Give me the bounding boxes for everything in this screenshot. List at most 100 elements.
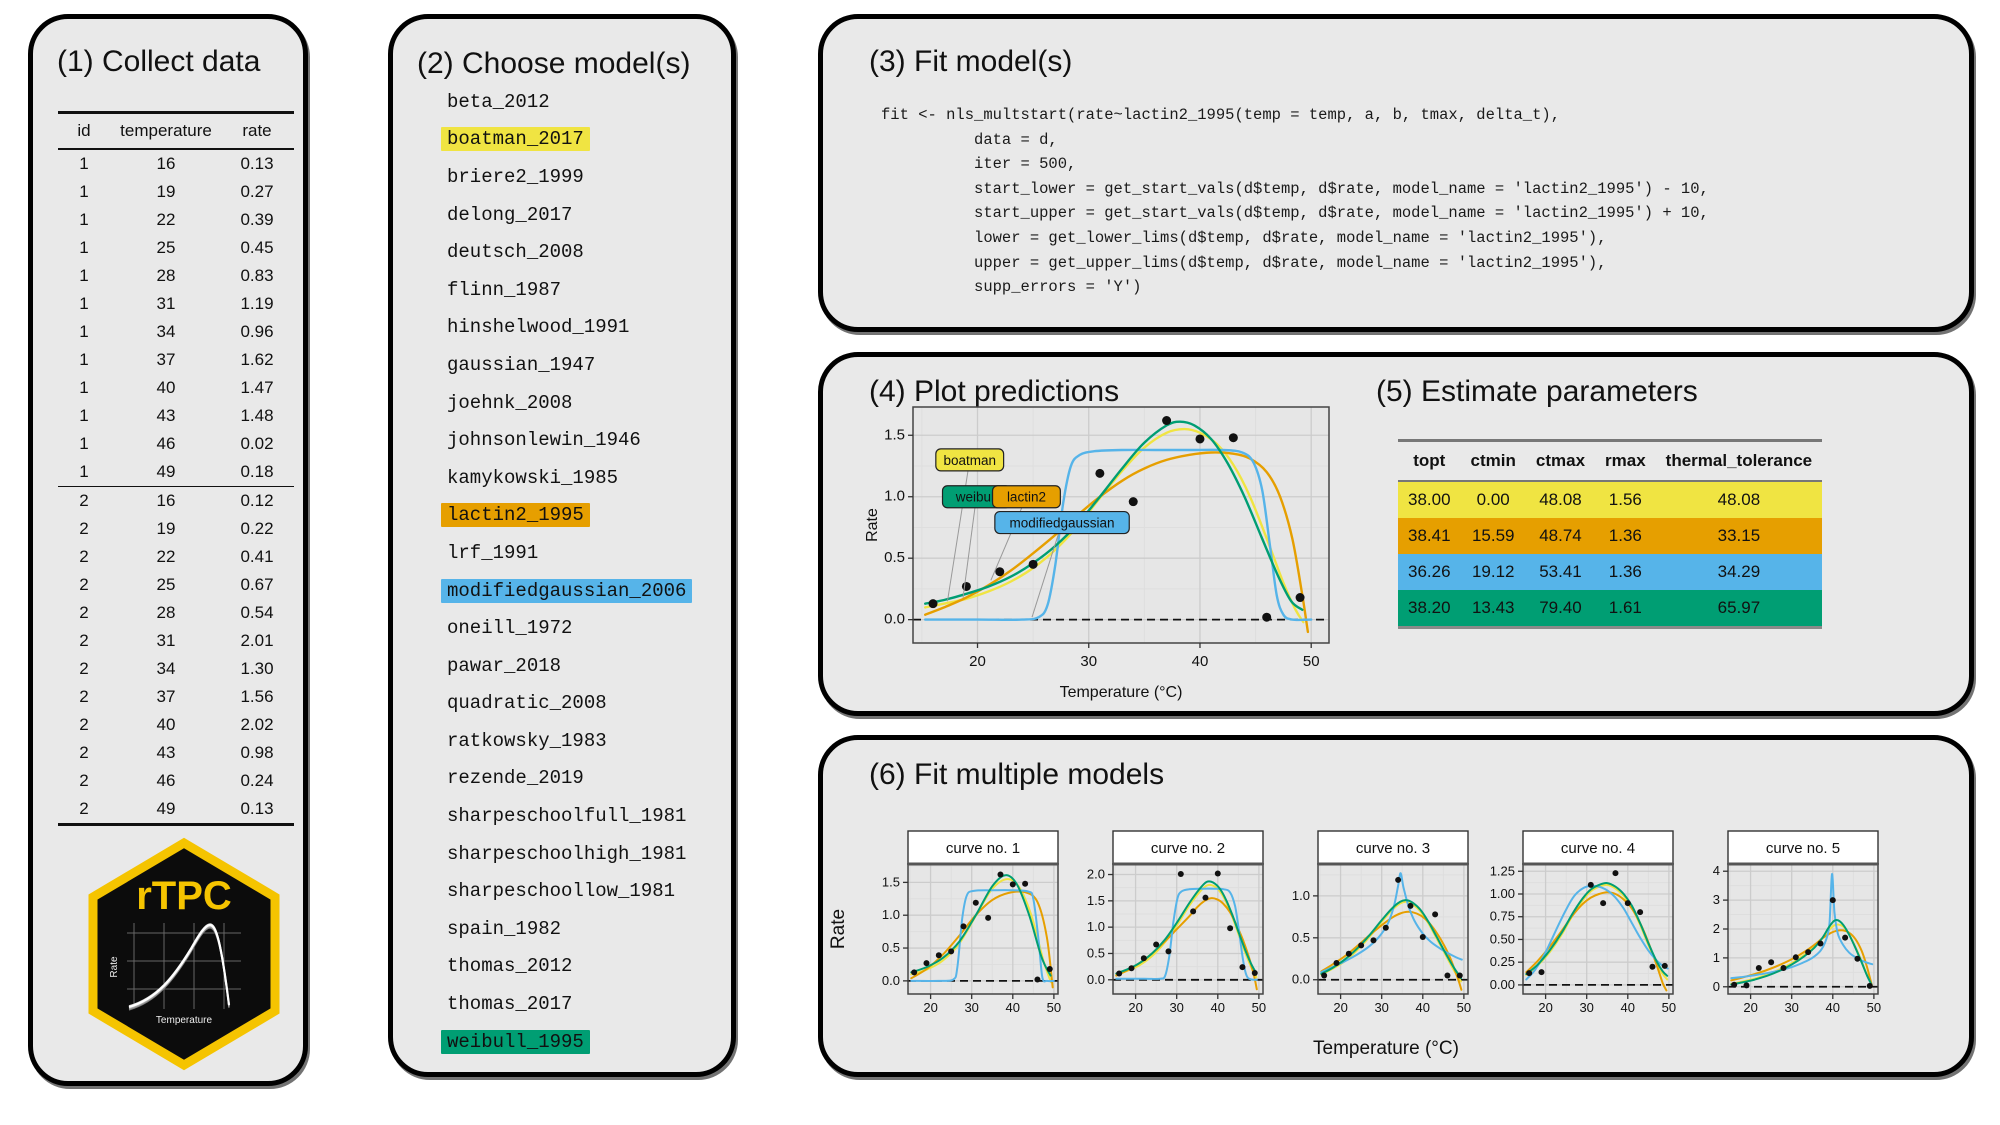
facet-chart-1: 20 30 40 50 0.0 0.5 1.0 1.5 curve no. 1 <box>861 828 1066 1038</box>
parameter-cell: 65.97 <box>1655 590 1823 629</box>
model-list-item: quadratic_2008 <box>441 685 692 723</box>
parameter-cell: 38.20 <box>1398 590 1461 629</box>
data-point <box>1095 468 1105 478</box>
parameter-header-cell: topt <box>1398 439 1461 482</box>
table-cell: 0.27 <box>240 182 274 201</box>
table-cell: 1 <box>79 322 89 341</box>
svg-text:1: 1 <box>1713 950 1720 965</box>
table-row: 2 43 0.98 <box>58 739 294 767</box>
svg-text:20: 20 <box>1538 1000 1552 1015</box>
model-list-item: sharpeschoollow_1981 <box>441 872 692 910</box>
facets-x-axis-label: Temperature (°C) <box>1313 1038 1459 1059</box>
curve-lactin2 <box>1320 910 1463 991</box>
table-cell: 0.41 <box>240 547 274 566</box>
curve-modifiedgaussian <box>910 889 1055 983</box>
data-point <box>948 948 955 955</box>
svg-text:0.5: 0.5 <box>882 940 900 955</box>
data-point <box>935 952 942 959</box>
data-point <box>1612 870 1619 877</box>
table-cell: 0.67 <box>240 575 274 594</box>
svg-text:0.5: 0.5 <box>1087 945 1105 960</box>
data-point <box>1624 900 1631 907</box>
table-row: 2 46 0.24 <box>58 767 294 795</box>
model-list-item: oneill_1972 <box>441 609 692 647</box>
svg-text:0.50: 0.50 <box>1490 931 1515 946</box>
data-table: id temperature rate 1 16 0.13 1 19 0.27 1 22 0.39 1 2… <box>58 111 294 826</box>
model-name: hinshelwood_1991 <box>447 316 630 339</box>
model-name: beta_2012 <box>447 90 550 113</box>
svg-text:30: 30 <box>1784 1000 1798 1015</box>
table-cell: 1.19 <box>240 294 274 313</box>
table-cell: 34 <box>156 322 176 341</box>
parameter-cell: 38.00 <box>1408 490 1451 509</box>
table-row: 2 16 0.12 <box>58 487 294 515</box>
column-header: id <box>77 121 91 140</box>
table-cell: 0.22 <box>240 519 274 538</box>
code-line: data = d, <box>881 130 1058 149</box>
column-header: temperature <box>120 121 212 140</box>
table-cell: 34 <box>156 659 176 678</box>
svg-text:40: 40 <box>1192 653 1209 670</box>
curve-boatman <box>910 878 1052 984</box>
model-name: quadratic_2008 <box>447 692 607 715</box>
data-point <box>1128 497 1138 507</box>
table-cell: 43 <box>156 743 176 762</box>
parameter-cell: 0.00 <box>1476 490 1510 509</box>
svg-text:boatman: boatman <box>943 453 996 468</box>
code-line: upper = get_upper_lims(d$temp, d$rate, m… <box>881 253 1607 272</box>
data-point <box>1046 966 1053 973</box>
data-point <box>1817 940 1824 947</box>
data-point <box>1731 981 1738 988</box>
parameter-row: 38.00 0.00 48.08 1.56 48.08 <box>1398 481 1823 518</box>
table-cell: 2 <box>79 491 89 510</box>
parameter-header-cell: rmax <box>1595 439 1656 482</box>
svg-text:30: 30 <box>964 1000 978 1015</box>
model-list-item: modifiedgaussian_2006 <box>441 572 693 610</box>
model-list-item: boatman_2017 <box>441 121 692 159</box>
data-point <box>1116 970 1123 977</box>
table-cell: 43 <box>156 406 176 425</box>
svg-text:2.0: 2.0 <box>1087 867 1105 882</box>
svg-text:1.0: 1.0 <box>1087 919 1105 934</box>
parameter-header-cell: ctmax <box>1525 439 1596 482</box>
svg-text:40: 40 <box>1826 1000 1840 1015</box>
table-cell: 0.24 <box>240 771 274 790</box>
facets-y-axis-label: Rate <box>828 908 849 950</box>
table-row: 2 37 1.56 <box>58 683 294 711</box>
curve-modifiedgaussian <box>1320 872 1463 974</box>
parameter-cell: 33.15 <box>1717 526 1761 545</box>
column-header: rate <box>242 121 272 140</box>
table-row: 2 34 1.30 <box>58 655 294 683</box>
parameter-cell: 1.56 <box>1608 490 1642 509</box>
data-point <box>1829 897 1836 904</box>
panel-fit-multiple: (6) Fit multiple models Rate 20 30 40 50 0.0… <box>818 735 1974 1077</box>
table-cell: 49 <box>156 462 176 481</box>
curve-modifiedgaussian <box>1525 884 1669 981</box>
table-cell: 0.98 <box>240 743 274 762</box>
facet-strip-label: curve no. 3 <box>1356 840 1430 857</box>
table-cell: 0.54 <box>240 603 274 622</box>
svg-text:20: 20 <box>1743 1000 1757 1015</box>
svg-text:Temperature (°C): Temperature (°C) <box>1060 684 1183 701</box>
model-list-item: gaussian_1947 <box>441 346 692 384</box>
svg-text:30: 30 <box>1080 653 1097 670</box>
svg-text:40: 40 <box>1416 1000 1430 1015</box>
svg-text:30: 30 <box>1169 1000 1183 1015</box>
rtpc-hex-logo: rTPC Rate Temperature <box>88 837 280 1071</box>
model-list: beta_2012 boatman_2017 briere2_1999 delong_… <box>441 83 693 1060</box>
data-point <box>1649 963 1656 970</box>
model-name: joehnk_2008 <box>447 391 573 414</box>
code-line: supp_errors = 'Y') <box>881 278 1142 297</box>
table-row: 1 40 1.47 <box>58 374 294 402</box>
facet-chart-5: 20 30 40 50 0 1 2 3 4 curve no. 5 <box>1681 828 1886 1038</box>
data-point <box>995 567 1005 577</box>
model-name: lactin2_1995 <box>441 503 590 528</box>
data-point <box>1419 933 1426 940</box>
facet4-svg: 20 30 40 50 0.00 0.25 0.50 0.75 1.00 1.25 curve no… <box>1490 830 1676 1015</box>
facet-strip-label: curve no. 5 <box>1766 840 1840 857</box>
svg-text:lactin2: lactin2 <box>1007 490 1046 505</box>
svg-text:0.5: 0.5 <box>884 549 905 566</box>
table-cell: 1.48 <box>240 406 274 425</box>
svg-text:1.5: 1.5 <box>882 874 900 889</box>
table-cell: 0.96 <box>240 322 274 341</box>
